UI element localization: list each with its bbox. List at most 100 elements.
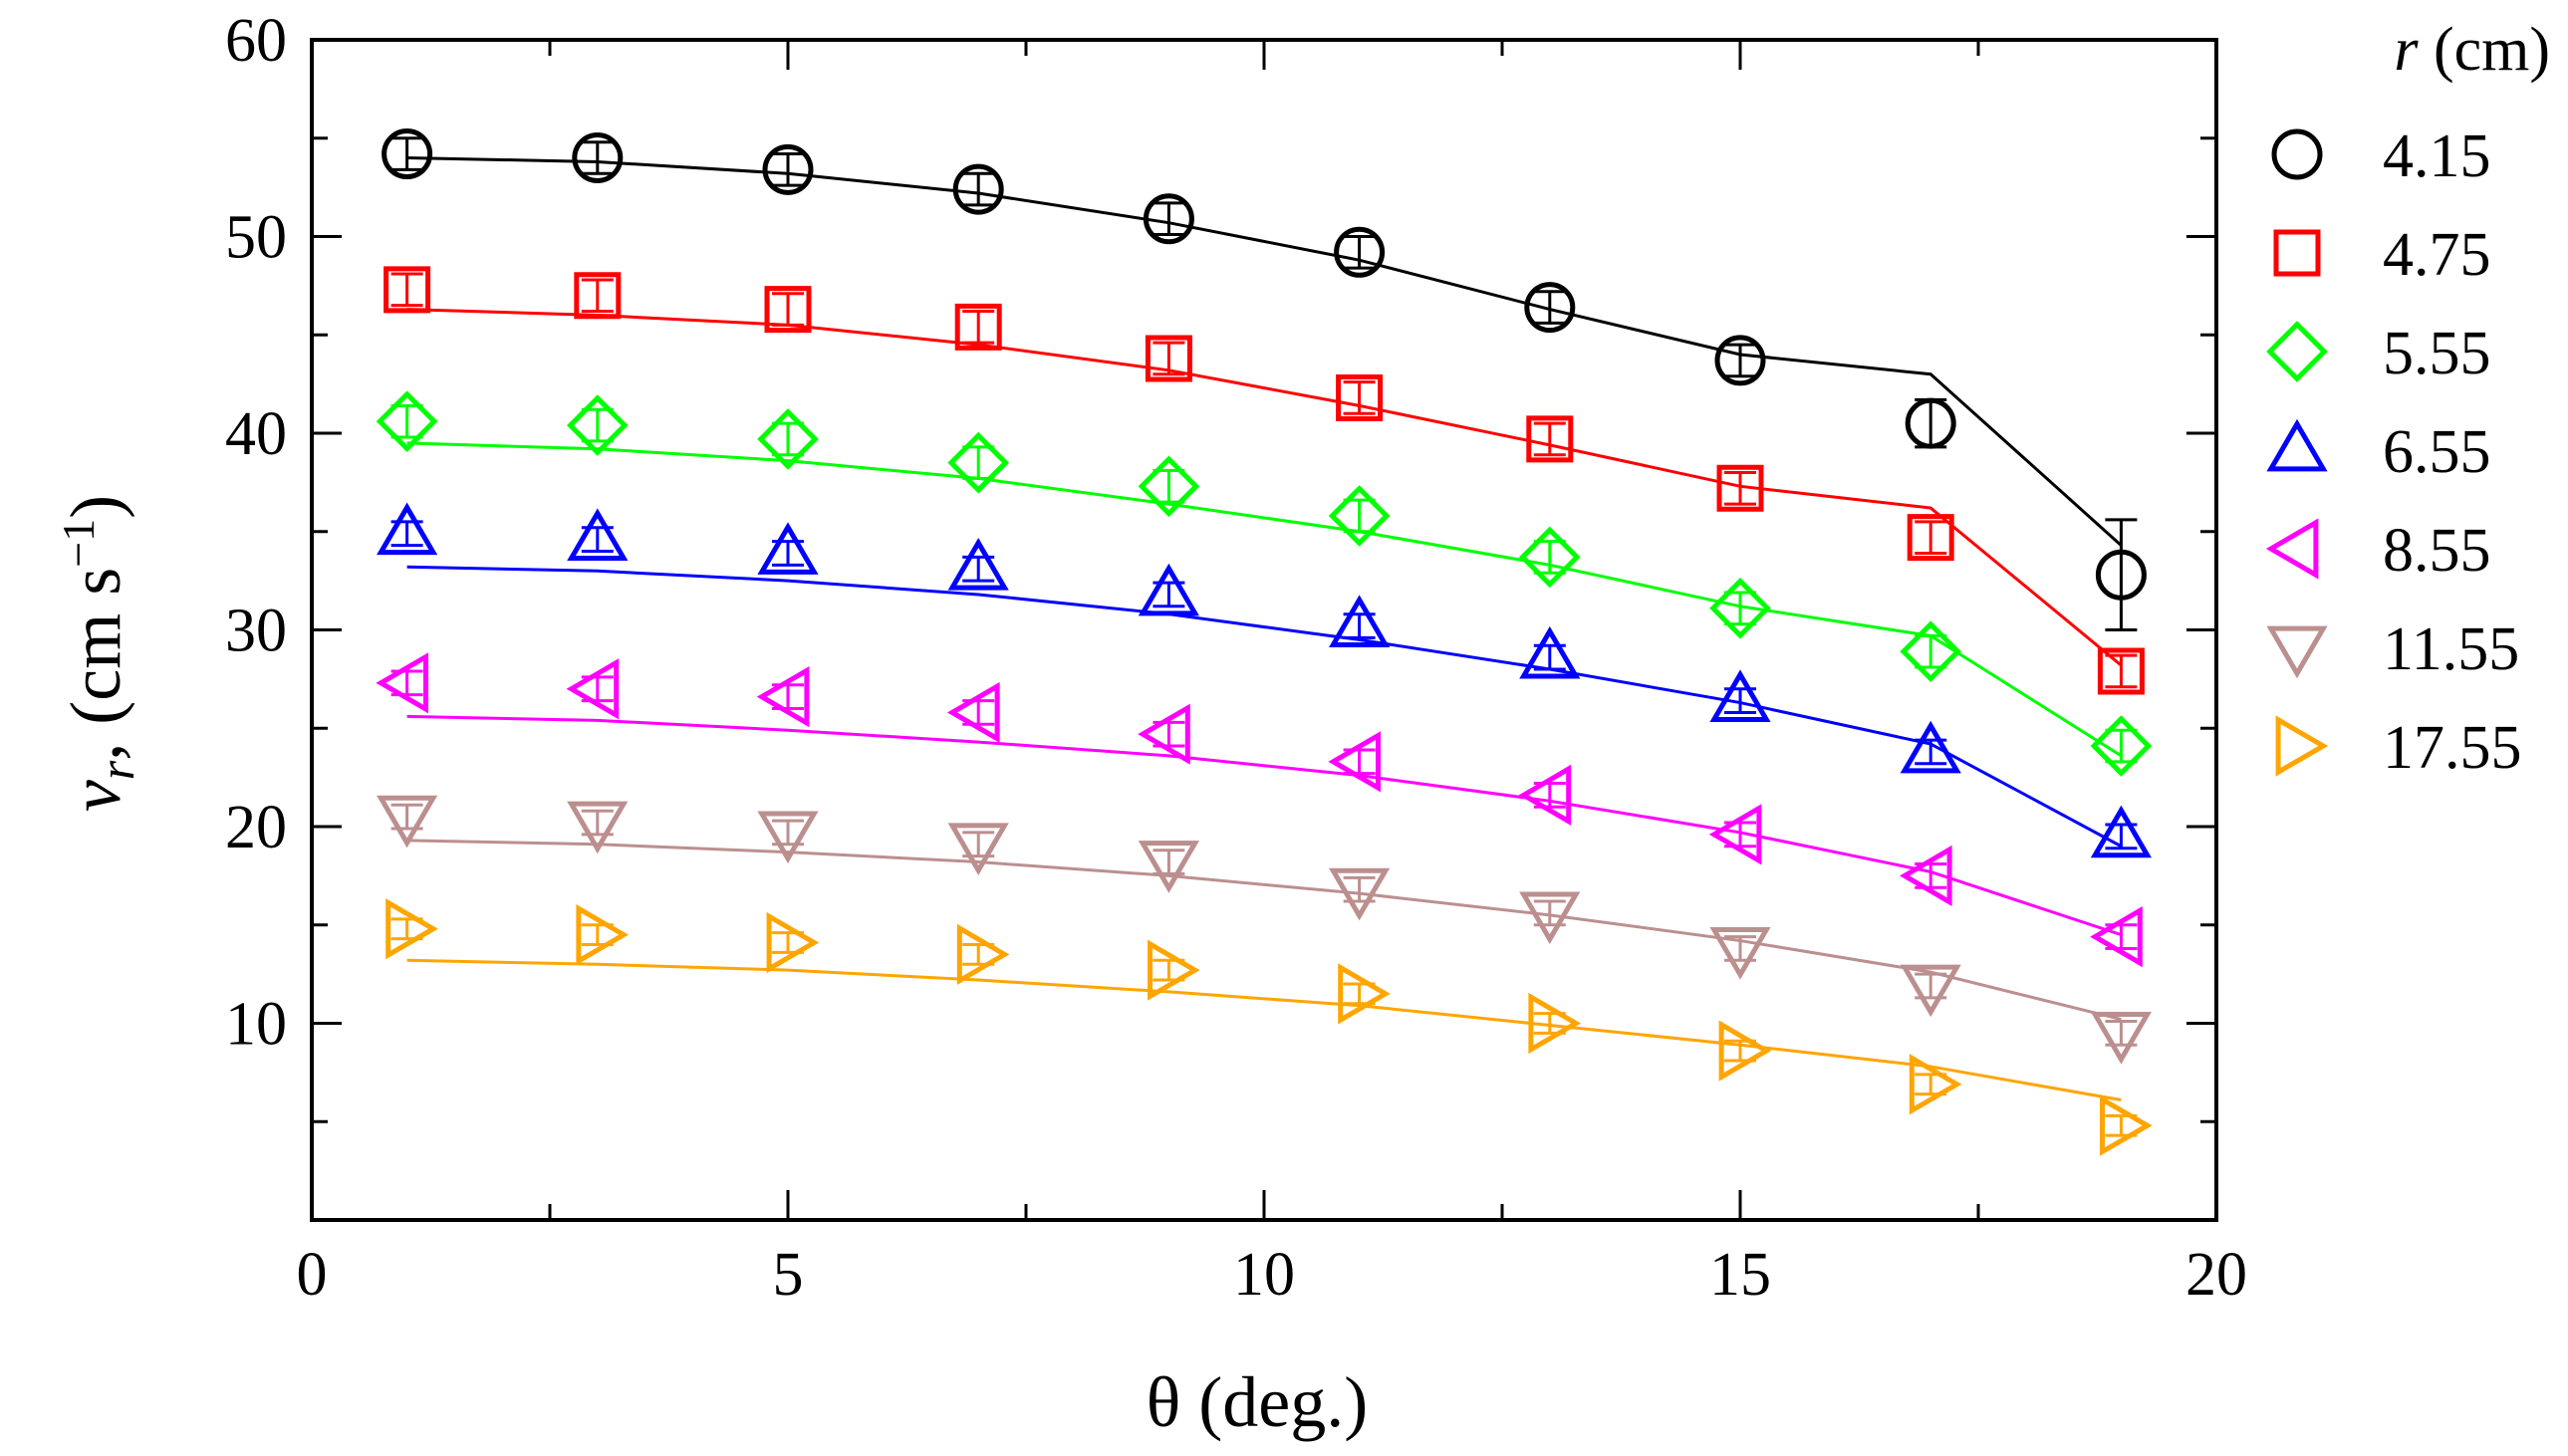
legend-title-var: r	[2394, 16, 2419, 84]
data-point	[566, 658, 620, 720]
data-point	[1528, 992, 1582, 1055]
data-point	[757, 811, 819, 864]
data-point	[385, 898, 438, 960]
legend-items: 4.15 4.75 5.55 6.55 8.55 11.55 17.55	[2265, 122, 2522, 782]
data-point	[376, 652, 428, 714]
data-point	[566, 394, 629, 456]
data-point	[1138, 841, 1199, 893]
legend-item-6.55: 6.55	[2266, 418, 2491, 486]
x-tick-label: 0	[297, 1241, 328, 1309]
data-point	[756, 666, 810, 728]
legend-title-unit: (cm)	[2418, 16, 2550, 84]
legend-label: 8.55	[2383, 517, 2491, 585]
data-point	[572, 132, 624, 183]
legend-marker	[2273, 229, 2321, 277]
data-point	[2090, 1011, 2152, 1065]
x-tick-label: 5	[773, 1241, 804, 1309]
data-point	[956, 923, 1010, 985]
data-point	[1900, 720, 1961, 774]
fit-line	[406, 958, 2122, 1102]
data-point	[1709, 927, 1771, 980]
legend-marker	[2265, 518, 2319, 580]
data-point	[377, 502, 438, 556]
y-tick-label: 60	[225, 7, 287, 75]
data-point	[947, 823, 1009, 875]
legend-label: 4.75	[2383, 221, 2491, 289]
fit-line	[406, 308, 2123, 667]
series-5.55	[376, 390, 2153, 777]
legend-label: 17.55	[2383, 714, 2522, 782]
data-point	[2090, 715, 2153, 777]
data-point	[1909, 1054, 1962, 1115]
y-tick-label: 30	[225, 598, 287, 665]
data-point	[1143, 193, 1194, 245]
y-tick-label: 50	[225, 204, 287, 272]
data-point	[1138, 703, 1190, 765]
legend-item-8.55: 8.55	[2265, 517, 2491, 585]
data-point	[946, 681, 1000, 744]
data-point	[1328, 485, 1391, 547]
data-point	[1519, 625, 1581, 679]
data-point	[1905, 397, 1956, 449]
legend-marker	[2266, 625, 2328, 679]
data-point	[1524, 282, 1576, 334]
data-point	[1334, 226, 1386, 278]
data-point	[2100, 1094, 2153, 1156]
data-point	[1718, 1020, 1772, 1082]
tick-labels: 0 5 10 15 20 10 20 30 40 50 60	[225, 7, 2247, 1309]
series-layer	[376, 128, 2153, 1156]
data-point	[952, 163, 1004, 215]
legend-item-4.15: 4.15	[2271, 122, 2491, 190]
series-4.75	[384, 266, 2145, 695]
data-point	[766, 911, 820, 974]
x-axis-title: θ (deg.)	[1147, 1362, 1368, 1442]
series-4.15	[382, 128, 2147, 631]
data-point	[947, 538, 1009, 591]
data-point	[382, 128, 433, 180]
series-17.55	[385, 898, 2153, 1156]
data-point	[1338, 963, 1391, 1025]
legend-item-11.55: 11.55	[2266, 615, 2519, 683]
legend-item-17.55: 17.55	[2275, 714, 2522, 782]
plot-frame	[310, 38, 2218, 1222]
y-tick-label: 20	[225, 794, 287, 861]
y-axis-title-sub: r	[89, 760, 144, 780]
series-6.55	[377, 502, 2152, 858]
data-point	[757, 408, 819, 470]
data-point	[1708, 804, 1762, 865]
data-point	[384, 266, 431, 314]
data-point	[947, 431, 1010, 494]
legend-title: r (cm)	[2394, 16, 2550, 84]
data-point	[574, 272, 622, 320]
y-axis-title-unit-close: )	[56, 495, 135, 519]
fit-line	[406, 714, 2122, 937]
data-point	[1518, 526, 1581, 589]
data-point	[1714, 335, 1766, 386]
legend: r (cm) 4.15 4.75 5.55 6.55 8.55 11.55 17.55	[2265, 16, 2550, 782]
data-point	[1709, 577, 1771, 639]
data-point	[576, 904, 630, 966]
data-point	[1518, 764, 1572, 826]
data-point	[1716, 464, 1764, 512]
ticks-layer	[312, 40, 2216, 1220]
data-point	[1138, 563, 1199, 616]
data-point	[376, 390, 438, 452]
series-8.55	[376, 652, 2143, 968]
data-point	[762, 143, 814, 195]
data-point	[1526, 415, 1574, 463]
legend-label: 5.55	[2383, 320, 2491, 387]
data-point	[757, 522, 819, 575]
data-point	[1329, 595, 1391, 647]
data-point	[2090, 805, 2152, 858]
legend-item-5.55: 5.55	[2266, 320, 2491, 387]
legend-marker	[2275, 715, 2329, 777]
legend-label: 11.55	[2383, 615, 2519, 683]
data-point	[1148, 939, 1200, 1001]
data-point	[2095, 549, 2147, 601]
data-point	[377, 795, 438, 849]
fit-line	[406, 441, 2123, 758]
data-point	[567, 801, 629, 854]
y-tick-label: 40	[225, 400, 287, 468]
data-point	[1328, 731, 1381, 793]
data-point	[1709, 669, 1771, 722]
